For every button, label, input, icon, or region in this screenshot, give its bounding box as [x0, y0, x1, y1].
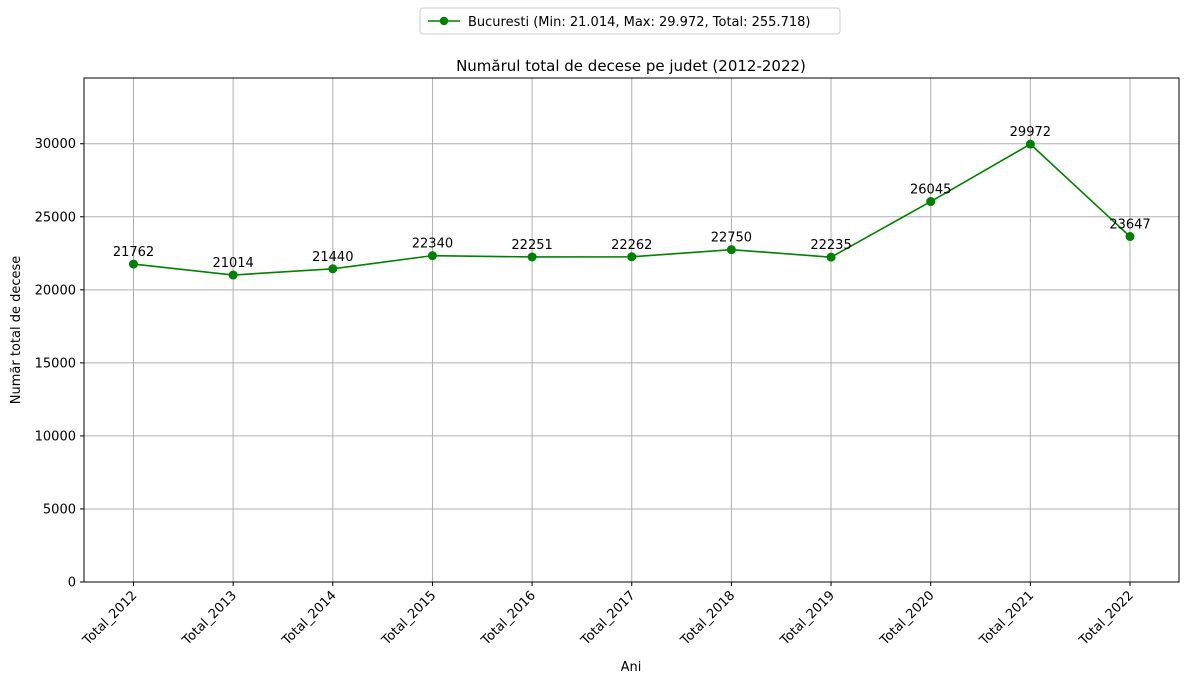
data-label: 22340: [412, 237, 453, 252]
legend: Bucuresti (Min: 21.014, Max: 29.972, Tot…: [419, 7, 841, 35]
chart-title: Numărul total de decese pe judet (2012-2…: [456, 57, 806, 75]
x-tick-label: Total_2013: [179, 588, 240, 649]
legend-marker-swatch: [439, 16, 449, 26]
series-layer: [129, 139, 1135, 280]
data-label: 26045: [910, 183, 951, 198]
data-label: 29972: [1010, 125, 1051, 140]
data-point: [726, 245, 736, 255]
data-label: 21014: [212, 256, 253, 271]
data-label: 22750: [711, 231, 752, 246]
legend-frame: [419, 7, 841, 35]
x-tick-label: Total_2016: [478, 588, 539, 649]
y-tick-label: 5000: [43, 502, 76, 517]
x-tick-label: Total_2012: [80, 588, 141, 649]
x-tick-label: Total_2020: [877, 588, 938, 649]
y-axis-label: Număr total de decese: [9, 256, 24, 404]
data-label: 21762: [113, 245, 154, 260]
x-tick-label: Total_2017: [578, 588, 639, 649]
y-tick-label: 15000: [35, 356, 76, 371]
x-tick-label: Total_2019: [777, 588, 838, 649]
y-axis-ticks: 0 5000 10000 15000 20000 25000 30000: [35, 137, 84, 591]
data-label: 22251: [511, 238, 552, 253]
x-tick-label: Total_2022: [1076, 588, 1137, 649]
data-point: [427, 251, 437, 261]
data-label: 22235: [810, 238, 851, 253]
data-point: [228, 270, 238, 280]
data-label: 22262: [611, 238, 652, 253]
data-point: [926, 197, 936, 207]
data-point: [1025, 139, 1035, 149]
x-tick-label: Total_2014: [279, 588, 340, 649]
y-tick-label: 25000: [35, 210, 76, 225]
data-labels: 21762 21014 21440 22340 22251 22262 22750 22235…: [113, 125, 1151, 271]
x-axis-label: Ani: [621, 660, 642, 675]
x-tick-label: Total_2018: [677, 588, 738, 649]
data-point: [129, 259, 138, 269]
data-point: [1125, 232, 1135, 242]
x-tick-label: Total_2021: [976, 588, 1037, 649]
data-point: [527, 252, 537, 262]
legend-label: Bucuresti (Min: 21.014, Max: 29.972, Tot…: [468, 15, 810, 30]
data-point: [328, 264, 338, 274]
data-label: 21440: [312, 250, 353, 265]
data-point: [627, 252, 637, 262]
y-tick-label: 10000: [35, 429, 76, 444]
x-axis-ticks: Total_2012 Total_2013 Total_2014 Total_2015…: [80, 582, 1137, 649]
y-tick-label: 0: [68, 576, 76, 591]
data-label: 23647: [1109, 218, 1150, 233]
x-tick-label: Total_2015: [379, 588, 440, 649]
plot-frame: [83, 77, 1180, 583]
data-point: [826, 252, 836, 262]
y-tick-label: 30000: [35, 137, 76, 152]
grid: [84, 78, 1179, 583]
y-tick-label: 20000: [35, 283, 76, 298]
